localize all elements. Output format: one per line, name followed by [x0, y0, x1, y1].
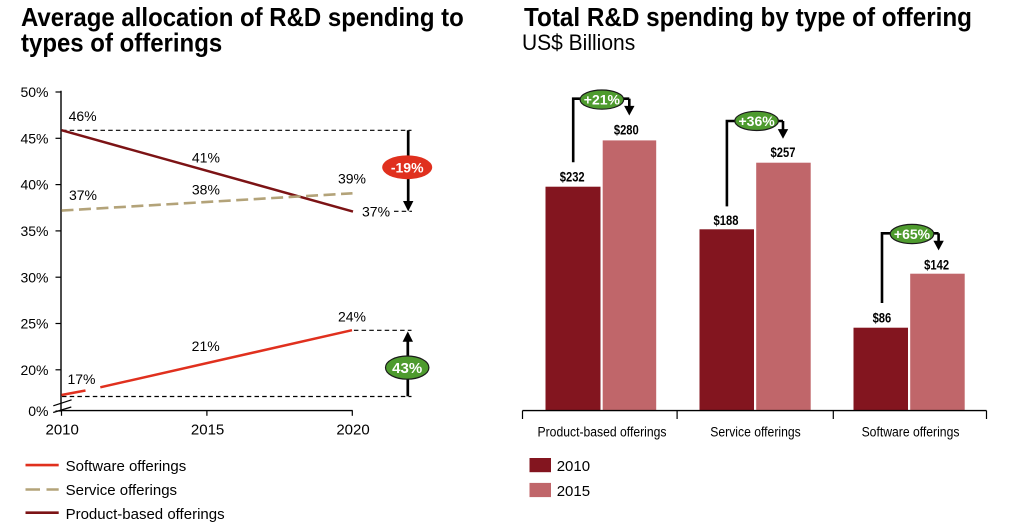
svg-text:39%: 39% [338, 171, 366, 187]
svg-text:2015: 2015 [557, 483, 590, 500]
svg-text:$142: $142 [924, 258, 949, 273]
svg-text:$232: $232 [560, 169, 585, 184]
svg-text:Total R&D spending by type of: Total R&D spending by type of offering [524, 3, 972, 32]
svg-text:37%: 37% [69, 187, 97, 203]
svg-text:2020: 2020 [336, 421, 369, 438]
svg-text:30%: 30% [20, 269, 48, 285]
svg-text:38%: 38% [192, 182, 220, 198]
svg-text:Product-based offerings: Product-based offerings [66, 506, 225, 523]
svg-text:20%: 20% [20, 362, 48, 378]
svg-text:40%: 40% [20, 177, 48, 193]
svg-text:+36%: +36% [738, 113, 775, 129]
svg-text:45%: 45% [20, 130, 48, 146]
svg-text:US$ Billions: US$ Billions [522, 31, 635, 56]
svg-text:46%: 46% [69, 108, 97, 124]
svg-text:0%: 0% [28, 403, 48, 419]
svg-text:Software offerings: Software offerings [66, 458, 187, 475]
svg-text:25%: 25% [20, 316, 48, 332]
svg-text:41%: 41% [192, 150, 220, 166]
svg-text:$280: $280 [614, 122, 639, 137]
svg-text:-19%: -19% [391, 159, 424, 175]
svg-text:50%: 50% [20, 84, 48, 100]
svg-text:$257: $257 [771, 145, 796, 160]
svg-text:Product-based offerings: Product-based offerings [538, 424, 667, 440]
svg-text:24%: 24% [338, 309, 366, 325]
svg-text:types of offerings: types of offerings [21, 29, 222, 58]
svg-text:$188: $188 [714, 213, 739, 228]
svg-text:$86: $86 [873, 310, 892, 325]
svg-text:21%: 21% [192, 338, 220, 354]
svg-text:2010: 2010 [557, 458, 590, 475]
svg-text:17%: 17% [67, 371, 95, 387]
svg-text:+65%: +65% [894, 226, 931, 242]
svg-text:Software offerings: Software offerings [862, 424, 960, 440]
svg-text:Service offerings: Service offerings [710, 424, 801, 440]
svg-text:35%: 35% [20, 223, 48, 239]
svg-text:37%: 37% [362, 204, 390, 220]
svg-text:+21%: +21% [584, 92, 621, 108]
svg-text:2010: 2010 [46, 421, 79, 438]
svg-text:43%: 43% [392, 360, 422, 377]
svg-text:Service offerings: Service offerings [66, 482, 177, 499]
svg-text:Average allocation of R&D spen: Average allocation of R&D spending to [21, 3, 464, 32]
svg-text:2015: 2015 [191, 421, 224, 438]
